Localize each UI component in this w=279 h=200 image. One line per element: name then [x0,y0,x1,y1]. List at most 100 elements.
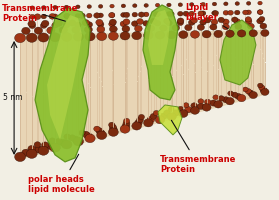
Ellipse shape [124,118,130,124]
Ellipse shape [147,25,155,32]
Ellipse shape [160,113,167,119]
Ellipse shape [237,95,246,102]
Ellipse shape [226,30,234,37]
Ellipse shape [144,4,148,7]
Ellipse shape [167,113,176,121]
Ellipse shape [214,30,223,38]
Ellipse shape [34,142,41,147]
Ellipse shape [223,19,229,25]
Ellipse shape [258,83,263,88]
Ellipse shape [123,19,130,25]
Ellipse shape [202,104,211,111]
Ellipse shape [50,33,60,42]
Ellipse shape [179,31,188,39]
Ellipse shape [191,31,199,38]
Ellipse shape [167,31,176,39]
Ellipse shape [257,10,263,14]
Ellipse shape [121,13,126,17]
Ellipse shape [73,32,83,41]
Ellipse shape [136,19,143,25]
Ellipse shape [109,19,116,25]
Ellipse shape [164,18,170,24]
Ellipse shape [61,140,72,149]
Ellipse shape [84,133,92,140]
Ellipse shape [64,14,69,18]
Ellipse shape [222,24,229,30]
Ellipse shape [138,114,145,120]
Ellipse shape [82,131,90,137]
Ellipse shape [246,10,251,15]
Ellipse shape [249,91,258,99]
Ellipse shape [34,146,43,153]
Ellipse shape [153,110,159,116]
Ellipse shape [79,130,85,136]
Ellipse shape [177,11,183,16]
Ellipse shape [155,31,165,39]
Ellipse shape [64,5,69,9]
Ellipse shape [232,17,238,22]
Ellipse shape [38,33,49,42]
Ellipse shape [213,95,218,100]
Ellipse shape [108,32,118,40]
Ellipse shape [179,110,188,117]
Ellipse shape [50,143,60,152]
Polygon shape [35,8,90,162]
Ellipse shape [63,22,70,28]
Ellipse shape [258,1,262,5]
Polygon shape [20,30,265,160]
Ellipse shape [52,22,58,28]
Ellipse shape [155,12,160,17]
Ellipse shape [212,11,217,15]
Ellipse shape [218,96,224,101]
Ellipse shape [98,13,104,18]
Ellipse shape [109,21,115,27]
Ellipse shape [167,3,171,7]
Ellipse shape [218,17,224,23]
Ellipse shape [257,18,263,24]
Text: Transmembrane
Protein: Transmembrane Protein [2,4,78,23]
Ellipse shape [191,18,198,23]
Ellipse shape [97,26,105,33]
Ellipse shape [34,27,43,34]
Ellipse shape [235,2,239,5]
Ellipse shape [260,87,267,93]
Ellipse shape [183,103,189,108]
Ellipse shape [34,14,41,20]
Ellipse shape [110,4,114,8]
Ellipse shape [72,26,80,33]
Ellipse shape [138,12,145,17]
Ellipse shape [38,146,49,155]
Ellipse shape [22,27,30,34]
Ellipse shape [120,125,130,133]
Ellipse shape [211,19,218,25]
Ellipse shape [122,123,130,130]
Ellipse shape [191,107,199,114]
Ellipse shape [197,24,205,30]
Ellipse shape [143,12,149,17]
Text: Lipid
bilayer: Lipid bilayer [185,3,228,29]
Ellipse shape [247,23,254,29]
Ellipse shape [109,124,116,130]
Ellipse shape [26,33,37,42]
Ellipse shape [59,27,68,34]
Ellipse shape [245,17,251,22]
Ellipse shape [59,139,68,146]
Ellipse shape [234,10,240,15]
Ellipse shape [49,138,56,143]
Ellipse shape [201,2,205,6]
Ellipse shape [85,134,95,143]
Ellipse shape [42,142,49,148]
Ellipse shape [198,11,204,16]
Ellipse shape [97,22,104,27]
Ellipse shape [132,12,138,17]
Ellipse shape [52,14,58,19]
Polygon shape [143,5,178,100]
Ellipse shape [49,14,56,19]
Ellipse shape [28,145,35,152]
Ellipse shape [75,13,81,18]
Ellipse shape [168,11,174,16]
Ellipse shape [235,24,242,30]
Ellipse shape [247,90,254,96]
Ellipse shape [73,137,83,146]
Ellipse shape [30,6,35,10]
